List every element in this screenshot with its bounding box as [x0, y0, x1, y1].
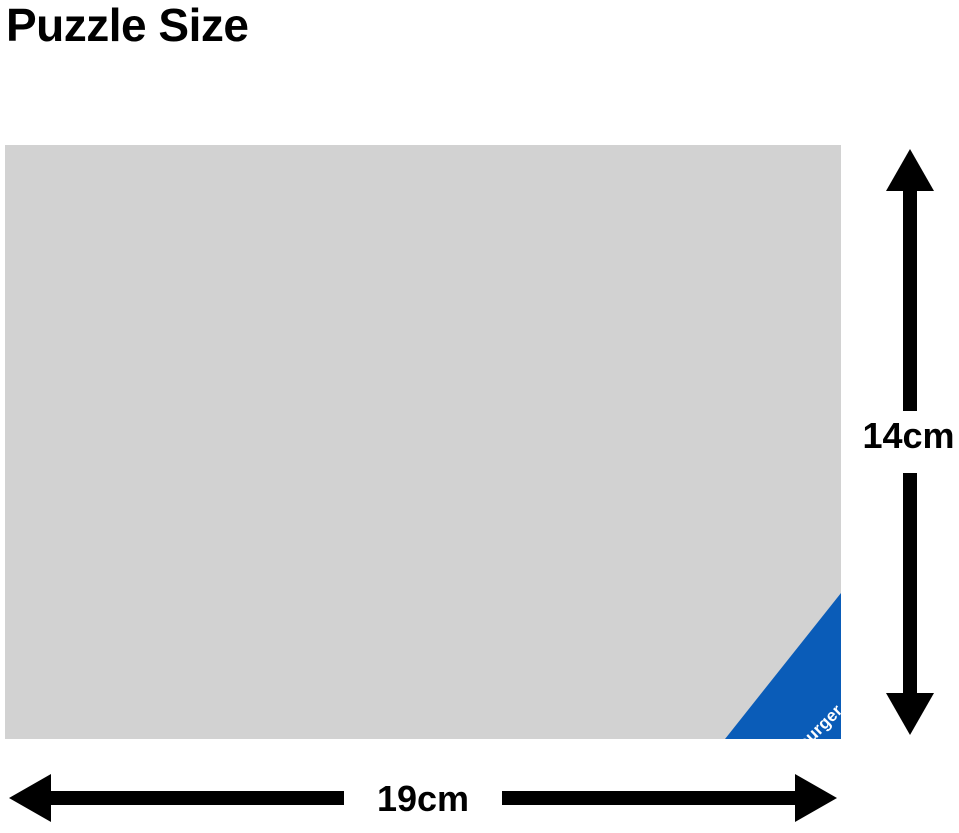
width-dimension-label: 19cm [376, 778, 470, 819]
width-dimension-arrow [5, 768, 841, 828]
height-dimension-label: 14cm [862, 415, 955, 456]
puzzle-rectangle: Ravensburger [5, 145, 841, 739]
height-dimension-arrow [880, 145, 940, 739]
ravensburger-corner: Ravensburger [725, 593, 841, 739]
page-title: Puzzle Size [6, 0, 249, 51]
